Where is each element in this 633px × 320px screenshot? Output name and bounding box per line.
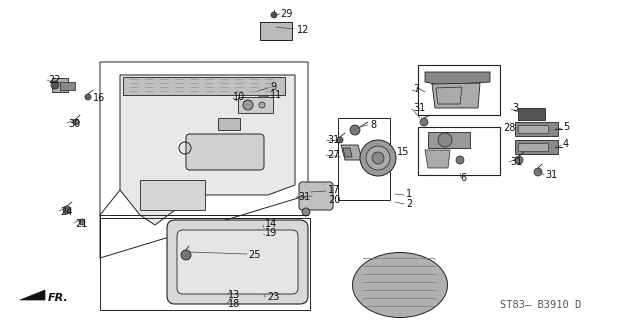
Polygon shape [120, 75, 295, 225]
Text: 12: 12 [297, 25, 310, 35]
Polygon shape [140, 180, 205, 210]
Text: ST83– B3910 D: ST83– B3910 D [500, 300, 581, 310]
Polygon shape [341, 145, 362, 160]
Ellipse shape [353, 252, 448, 317]
Text: 27: 27 [327, 150, 339, 160]
Text: 7: 7 [413, 84, 419, 94]
Text: 29: 29 [280, 9, 292, 19]
Circle shape [366, 146, 390, 170]
Polygon shape [428, 132, 470, 148]
Circle shape [271, 12, 277, 18]
Text: 30: 30 [68, 119, 80, 129]
Text: 3: 3 [512, 103, 518, 113]
Text: 20: 20 [328, 195, 341, 205]
Polygon shape [518, 125, 548, 133]
Circle shape [85, 94, 91, 100]
Text: 31: 31 [413, 103, 425, 113]
Text: 13: 13 [228, 290, 241, 300]
Circle shape [302, 208, 310, 216]
Text: 9: 9 [270, 82, 276, 92]
Polygon shape [432, 83, 480, 108]
Circle shape [515, 156, 523, 164]
Text: 31: 31 [298, 192, 310, 202]
Text: 31: 31 [545, 170, 557, 180]
Polygon shape [20, 290, 45, 300]
Text: 24: 24 [60, 207, 72, 217]
Text: 18: 18 [228, 299, 241, 309]
Circle shape [181, 250, 191, 260]
Text: 16: 16 [93, 93, 105, 103]
FancyBboxPatch shape [167, 220, 308, 304]
Text: 6: 6 [460, 173, 466, 183]
Text: 25: 25 [248, 250, 261, 260]
Polygon shape [515, 122, 558, 136]
FancyBboxPatch shape [177, 230, 298, 294]
Text: 19: 19 [265, 228, 277, 238]
Text: 17: 17 [328, 185, 341, 195]
Circle shape [534, 168, 542, 176]
Polygon shape [60, 82, 75, 90]
FancyBboxPatch shape [186, 134, 264, 170]
Bar [238, 97, 273, 113]
Circle shape [350, 125, 360, 135]
Polygon shape [425, 72, 490, 85]
Text: 23: 23 [267, 292, 279, 302]
Polygon shape [123, 77, 285, 95]
Circle shape [360, 140, 396, 176]
Text: 14: 14 [265, 219, 277, 229]
Circle shape [51, 81, 59, 89]
Text: 1: 1 [406, 189, 412, 199]
Text: 8: 8 [370, 120, 376, 130]
Polygon shape [518, 108, 545, 120]
Text: 31: 31 [510, 157, 522, 167]
Text: 11: 11 [270, 90, 282, 100]
Bar [218, 118, 240, 130]
Text: 22: 22 [48, 75, 61, 85]
Circle shape [243, 100, 253, 110]
Polygon shape [52, 78, 68, 92]
FancyBboxPatch shape [299, 182, 333, 210]
Circle shape [63, 206, 71, 214]
Text: 21: 21 [75, 219, 87, 229]
Bar [260, 22, 292, 40]
Polygon shape [518, 143, 548, 151]
Polygon shape [343, 148, 352, 157]
Circle shape [79, 219, 85, 225]
Text: 4: 4 [563, 139, 569, 149]
Circle shape [73, 119, 79, 125]
Text: 31: 31 [327, 135, 339, 145]
Text: 28: 28 [503, 123, 515, 133]
Circle shape [438, 133, 452, 147]
Circle shape [337, 137, 343, 143]
Text: FR.: FR. [48, 293, 69, 303]
Text: 10: 10 [233, 92, 245, 102]
Text: 2: 2 [406, 199, 412, 209]
Circle shape [420, 118, 428, 126]
Text: 15: 15 [397, 147, 410, 157]
Text: 5: 5 [563, 122, 569, 132]
Circle shape [259, 102, 265, 108]
Polygon shape [425, 150, 450, 168]
Circle shape [456, 156, 464, 164]
Circle shape [372, 152, 384, 164]
Polygon shape [515, 140, 558, 154]
